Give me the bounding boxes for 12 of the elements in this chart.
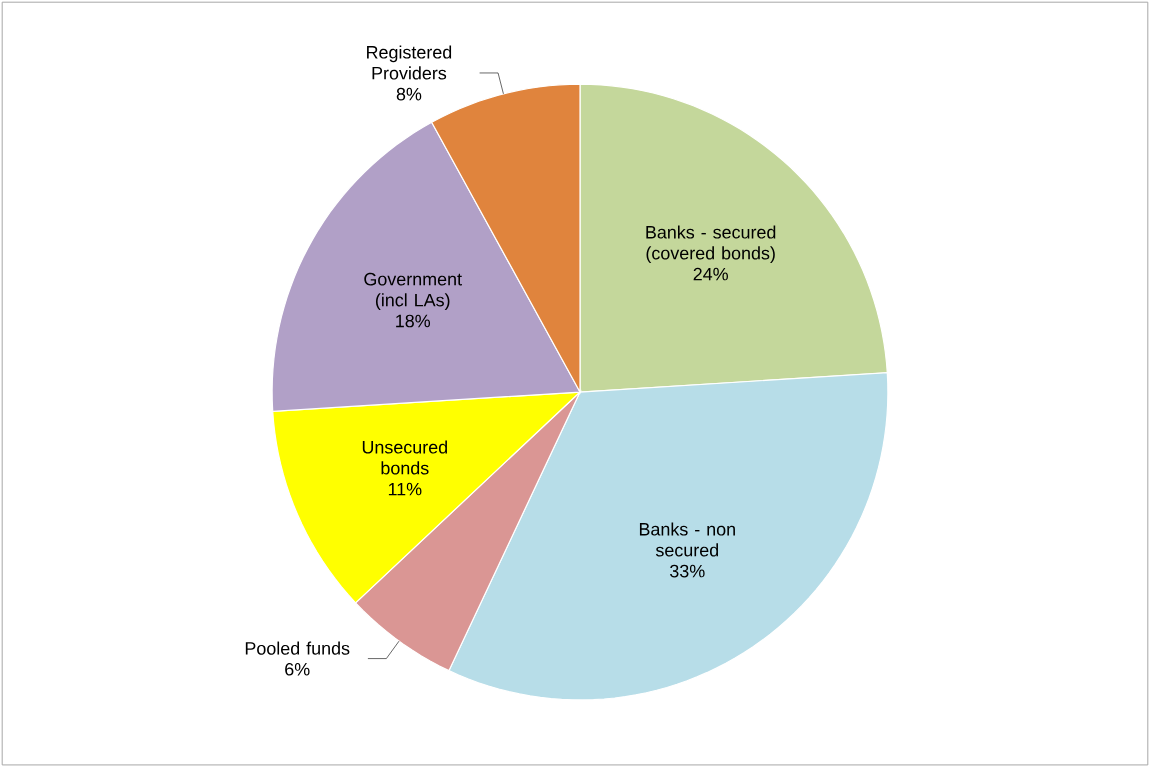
slice-label: Pooled funds bbox=[245, 641, 350, 655]
slice-label: Banks - secured (covered bonds) bbox=[646, 225, 776, 263]
slice-label: Government (incl LAs) bbox=[364, 272, 462, 310]
slice-label: Banks - non secured bbox=[639, 522, 735, 557]
data-label: 33% bbox=[670, 564, 705, 578]
data-label: 24% bbox=[693, 267, 728, 281]
slice-label: Unsecured bonds bbox=[362, 440, 447, 475]
slice-label: Registered Providers bbox=[367, 45, 452, 80]
data-label: 6% bbox=[285, 662, 310, 676]
data-label: 11% bbox=[388, 482, 422, 496]
data-label: 8% bbox=[396, 87, 422, 101]
data-label: 18% bbox=[396, 314, 431, 328]
